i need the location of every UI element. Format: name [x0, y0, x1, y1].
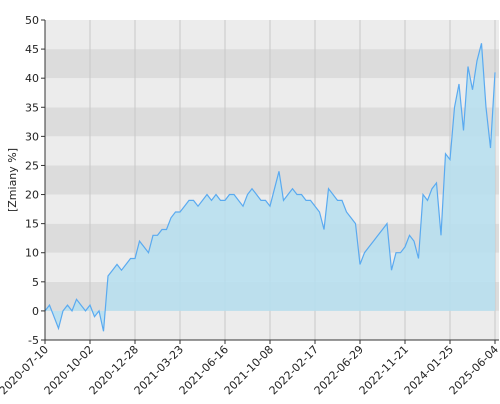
y-tick-label: 45 [25, 43, 39, 56]
y-tick-label: 5 [32, 276, 39, 289]
grid-band [45, 20, 499, 50]
y-tick-label: 0 [32, 305, 39, 318]
grid-band [45, 107, 499, 137]
y-tick-label: 30 [25, 130, 39, 143]
y-tick-label: 40 [25, 72, 39, 85]
y-tick-label: 20 [25, 189, 39, 202]
y-tick-label: -5 [28, 334, 39, 347]
grid-band [45, 310, 499, 340]
area [45, 43, 495, 332]
grid-band [45, 49, 499, 79]
y-tick-label: 10 [25, 247, 39, 260]
y-tick-label: 25 [25, 159, 39, 172]
grid-band [45, 78, 499, 108]
grid-band [45, 165, 499, 195]
y-axis-label: [Zmiany %] [6, 148, 19, 212]
y-tick-label: 35 [25, 101, 39, 114]
y-tick-label: 50 [25, 14, 39, 27]
line [44, 43, 496, 332]
y-tick-label: 15 [25, 218, 39, 231]
grid-band [45, 136, 499, 166]
